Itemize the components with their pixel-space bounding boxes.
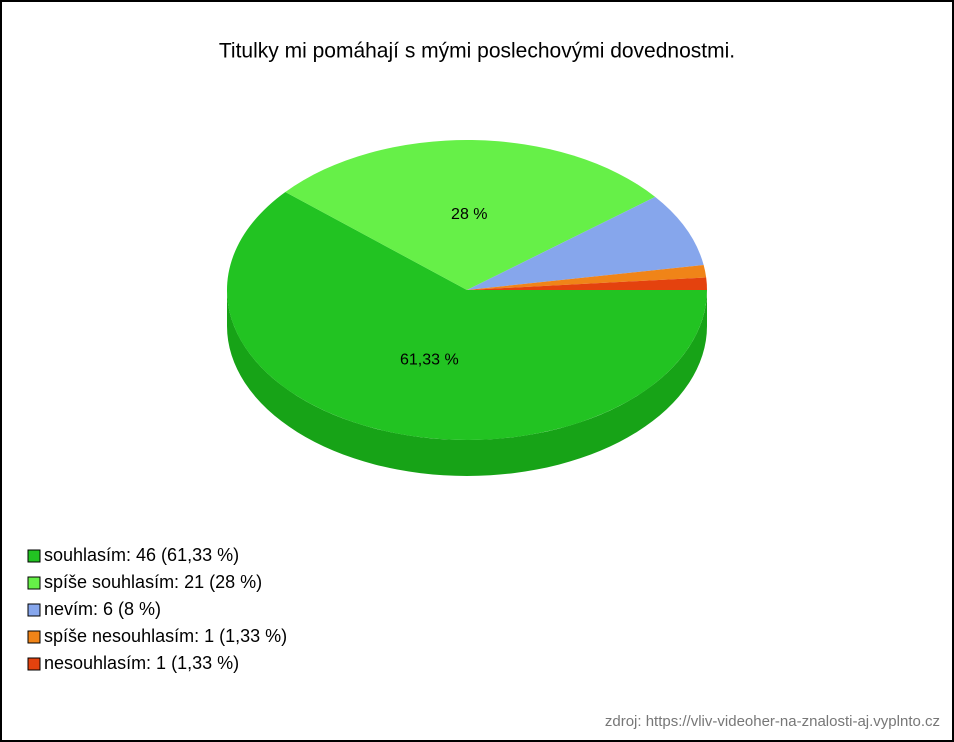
legend-swatch <box>27 603 41 617</box>
legend-label: spíše souhlasím: 21 (28 %) <box>44 572 262 592</box>
pie-slice <box>467 196 704 290</box>
legend-label: souhlasím: 46 (61,33 %) <box>44 545 239 565</box>
data-label: 61,33 % <box>400 352 459 369</box>
legend-swatch <box>27 576 41 590</box>
legend-swatch <box>27 630 41 644</box>
legend-label: nevím: 6 (8 %) <box>44 599 161 619</box>
pie-side <box>227 290 707 476</box>
legend-label: spíše nesouhlasím: 1 (1,33 %) <box>44 626 287 646</box>
source: zdroj: https://vliv-videoher-na-znalosti… <box>605 713 940 730</box>
chart-title: Titulky mi pomáhají s mými poslechovými … <box>219 40 735 63</box>
legend-swatch <box>27 549 41 563</box>
pie-slice <box>467 277 707 290</box>
pie-slice <box>227 191 708 440</box>
pie-slice <box>467 265 707 290</box>
pie-slice <box>285 139 656 290</box>
data-label: 28 % <box>451 206 487 223</box>
legend-swatch <box>27 657 41 671</box>
legend-label: nesouhlasím: 1 (1,33 %) <box>44 653 239 673</box>
